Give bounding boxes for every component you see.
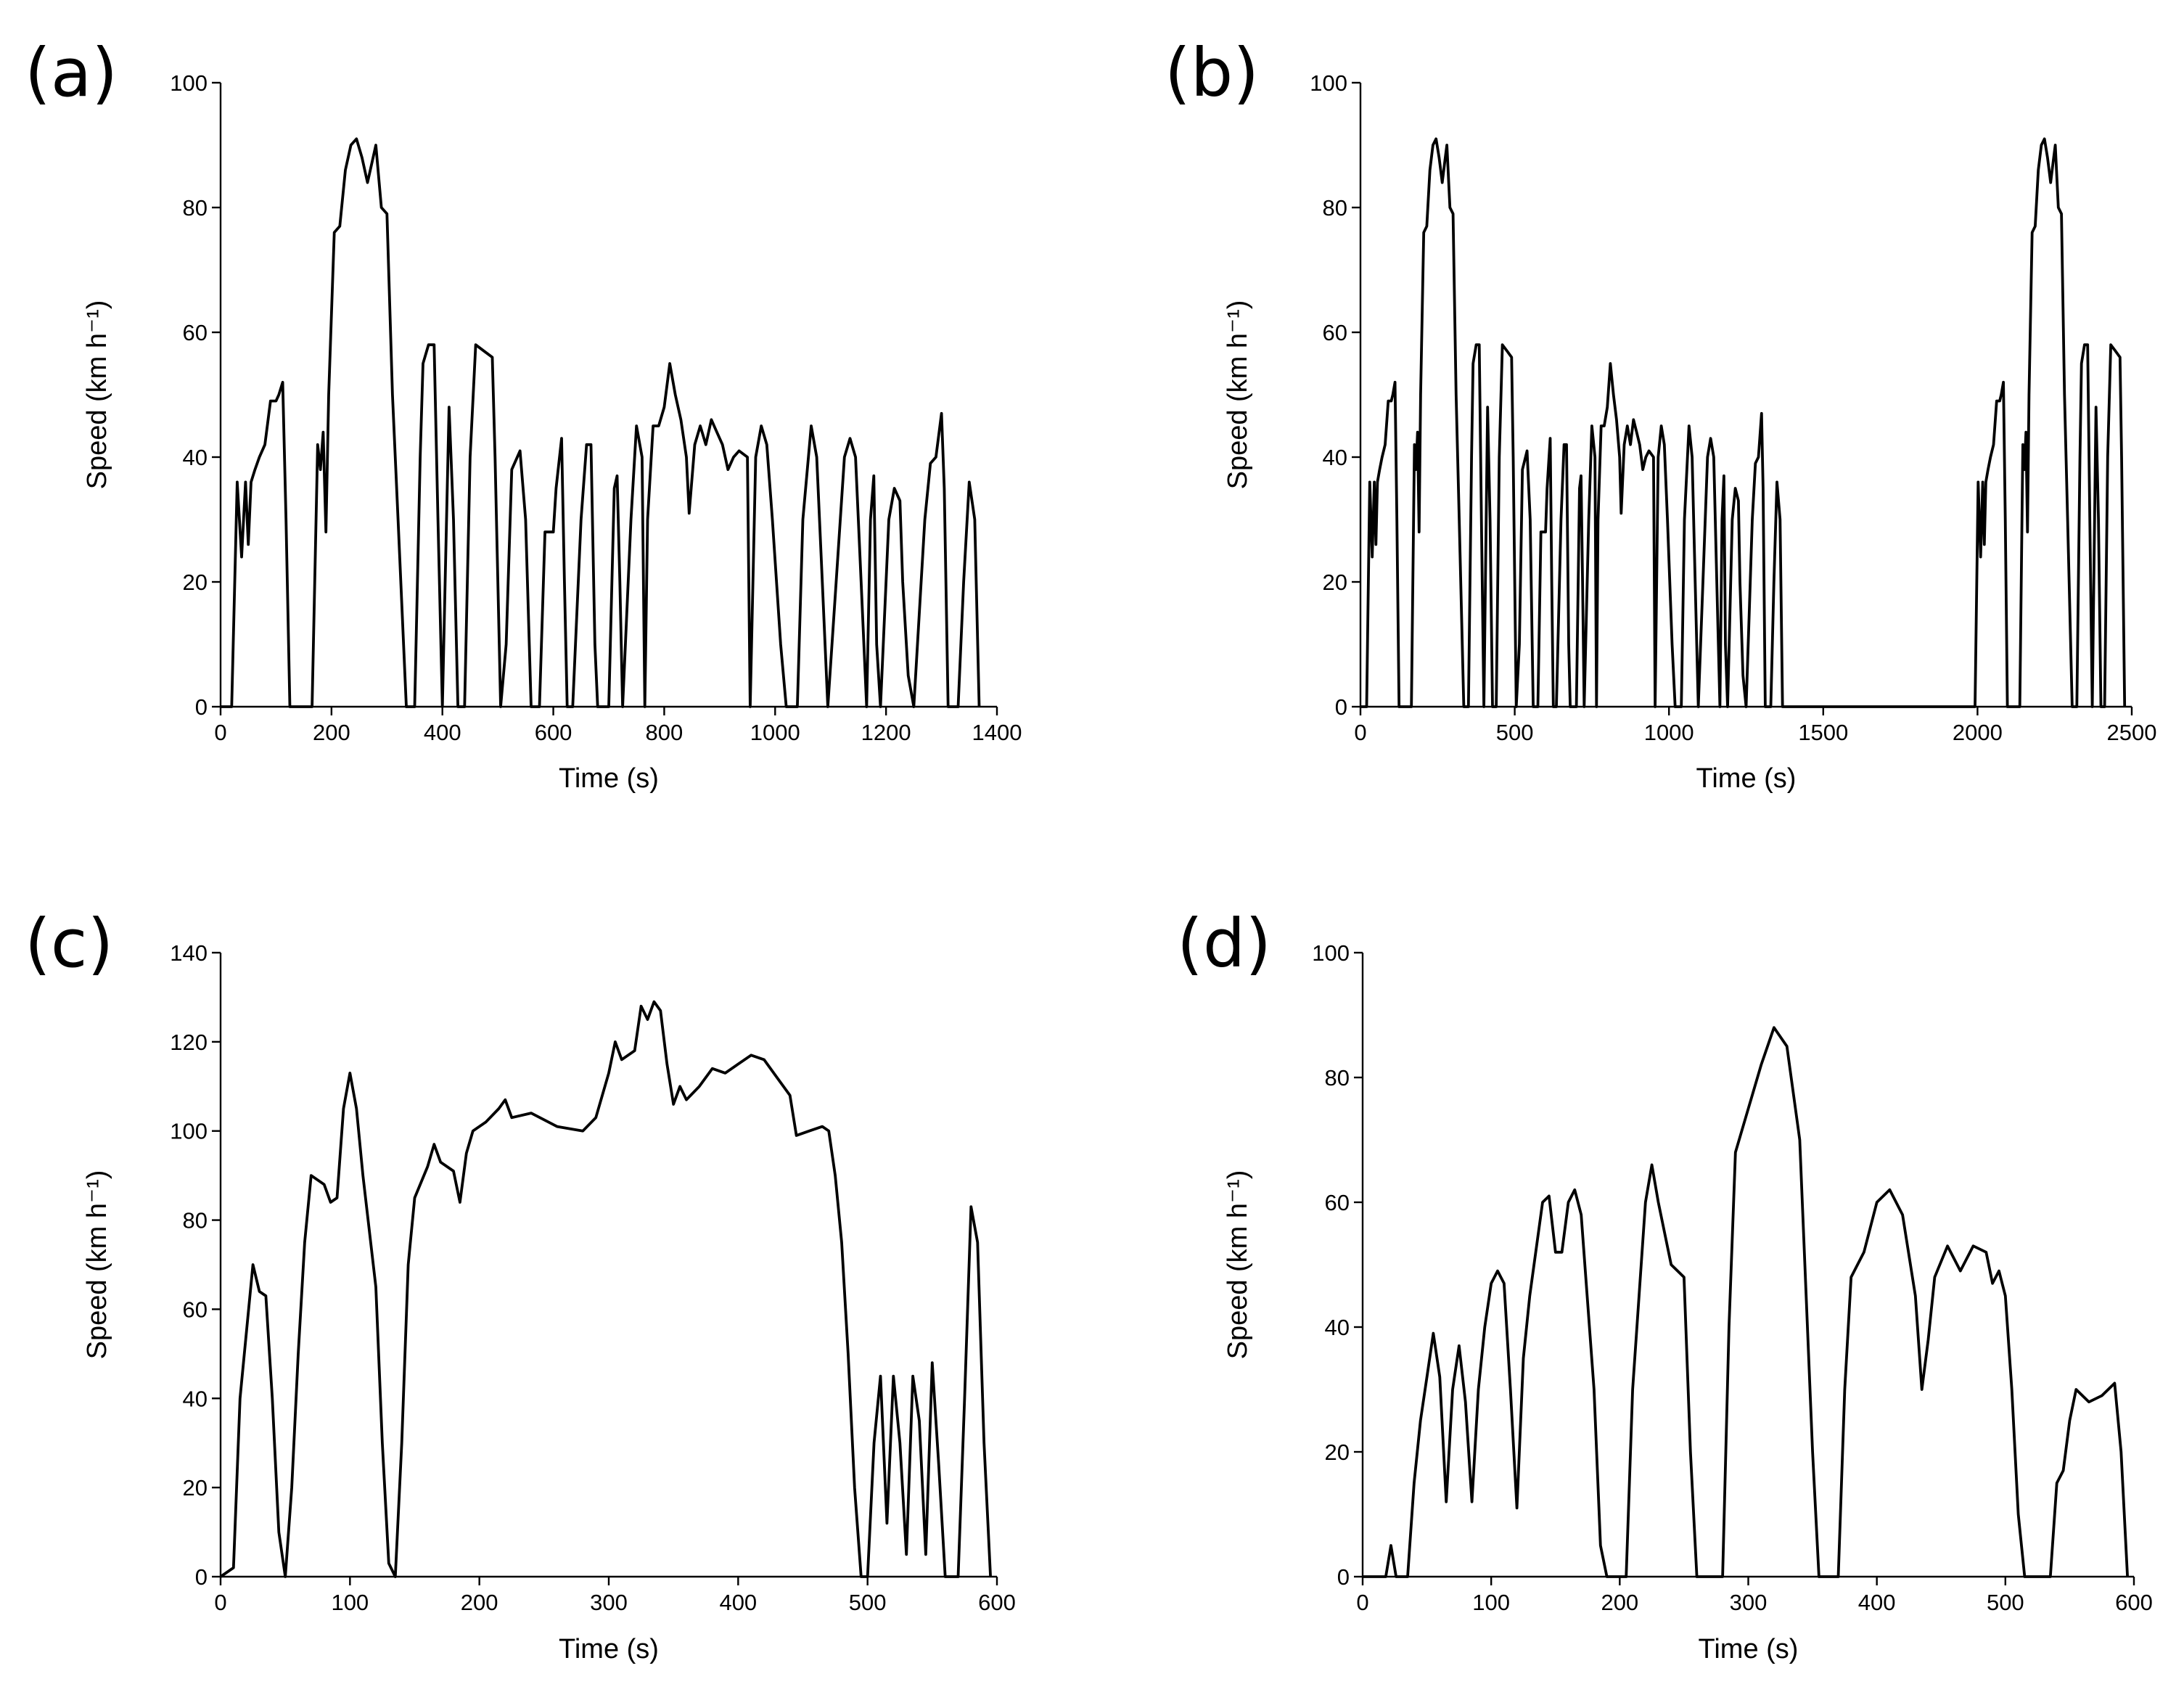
y-tick-label: 100 — [170, 70, 208, 96]
x-tick-label: 0 — [1356, 1590, 1368, 1615]
y-tick-label: 60 — [183, 320, 208, 345]
y-tick-label: 0 — [195, 1564, 208, 1590]
panel: (c) 0 20 40 60 80 100 120 140 0 100 200 300 400 500 600… — [25, 905, 1016, 1664]
x-tick-label: 500 — [1496, 720, 1534, 745]
x-tick-label: 100 — [1472, 1590, 1510, 1615]
panel-label: (b) — [1165, 34, 1259, 112]
x-tick-label: 400 — [719, 1590, 757, 1615]
panel-label: (a) — [25, 34, 118, 112]
x-tick-label: 500 — [1987, 1590, 2024, 1615]
x-tick-label: 300 — [1730, 1590, 1768, 1615]
x-tick-label: 400 — [424, 720, 461, 745]
y-tick-label: 0 — [1337, 1564, 1350, 1590]
x-tick-label: 600 — [978, 1590, 1016, 1615]
y-tick-label: 80 — [1325, 1065, 1350, 1091]
y-tick-label: 120 — [170, 1030, 208, 1055]
x-tick-label: 2500 — [2107, 720, 2157, 745]
y-axis-label: Speed (km h⁻¹) — [1223, 1170, 1253, 1360]
y-tick-label: 100 — [170, 1119, 208, 1144]
y-tick-label: 40 — [1323, 445, 1347, 470]
panel: (d) 0 20 40 60 80 100 0 100 200 300 400 500 600 Time (… — [1177, 905, 2153, 1664]
y-tick-label: 100 — [1312, 940, 1350, 966]
x-axis-label: Time (s) — [1699, 1634, 1799, 1664]
x-tick-label: 800 — [646, 720, 683, 745]
y-tick-label: 60 — [183, 1297, 208, 1322]
speed-line — [219, 1000, 992, 1578]
y-tick-label: 80 — [1323, 195, 1347, 221]
x-tick-label: 1000 — [1644, 720, 1694, 745]
y-tick-label: 40 — [183, 445, 208, 470]
x-axis-label: Time (s) — [559, 763, 659, 794]
y-tick-label: 0 — [195, 694, 208, 720]
y-axis-label: Speed (km h⁻¹) — [1223, 300, 1253, 490]
x-tick-label: 600 — [535, 720, 572, 745]
x-tick-label: 400 — [1858, 1590, 1896, 1615]
y-axis-label: Speed (km h⁻¹) — [82, 300, 112, 490]
x-tick-label: 1500 — [1798, 720, 1848, 745]
y-tick-label: 100 — [1310, 70, 1347, 96]
x-axis-label: Time (s) — [559, 1634, 659, 1664]
x-tick-label: 300 — [590, 1590, 628, 1615]
y-tick-label: 40 — [183, 1386, 208, 1411]
x-tick-label: 600 — [2115, 1590, 2153, 1615]
x-tick-label: 0 — [1354, 720, 1366, 745]
x-tick-label: 200 — [313, 720, 350, 745]
y-tick-label: 20 — [183, 1475, 208, 1500]
y-tick-label: 20 — [1325, 1440, 1350, 1465]
y-tick-label: 140 — [170, 940, 208, 966]
y-tick-label: 20 — [183, 570, 208, 595]
x-tick-label: 200 — [1601, 1590, 1638, 1615]
speed-line — [221, 137, 981, 708]
speed-line — [1363, 1026, 2129, 1578]
y-tick-label: 40 — [1325, 1315, 1350, 1340]
y-tick-label: 60 — [1323, 320, 1347, 345]
panel-label: (c) — [25, 905, 113, 982]
y-tick-label: 80 — [183, 195, 208, 221]
y-tick-label: 20 — [1323, 570, 1347, 595]
x-tick-label: 1200 — [861, 720, 911, 745]
x-tick-label: 100 — [331, 1590, 369, 1615]
panel-label: (d) — [1177, 905, 1271, 982]
y-tick-label: 0 — [1335, 694, 1347, 720]
x-axis-label: Time (s) — [1696, 763, 1797, 794]
x-tick-label: 1400 — [972, 720, 1022, 745]
y-tick-label: 60 — [1325, 1190, 1350, 1215]
x-tick-label: 0 — [214, 1590, 226, 1615]
x-tick-label: 200 — [461, 1590, 498, 1615]
x-tick-label: 1000 — [750, 720, 800, 745]
speed-line — [1360, 137, 2127, 708]
x-tick-label: 0 — [214, 720, 226, 745]
y-axis-label: Speed (km h⁻¹) — [82, 1170, 112, 1360]
x-tick-label: 500 — [849, 1590, 887, 1615]
x-tick-label: 2000 — [1953, 720, 2003, 745]
y-tick-label: 80 — [183, 1208, 208, 1233]
